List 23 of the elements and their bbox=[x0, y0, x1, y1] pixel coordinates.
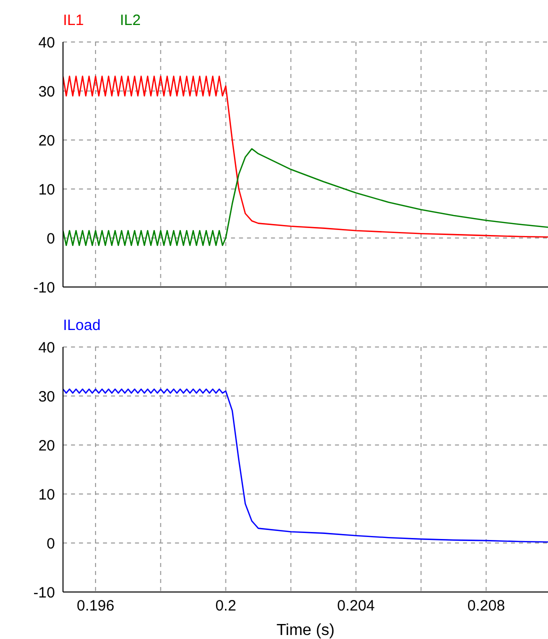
text: IL2 bbox=[120, 12, 141, 29]
y-tick-label: 20 bbox=[38, 132, 55, 150]
y-tick-label: 10 bbox=[38, 486, 55, 504]
y-tick-label: 10 bbox=[38, 181, 55, 198]
line-series bbox=[63, 388, 548, 543]
y-tick-label: -10 bbox=[33, 279, 55, 296]
y-tick-label: 0 bbox=[46, 535, 55, 552]
y-tick-label: -10 bbox=[33, 584, 55, 602]
y-tick-label: 30 bbox=[38, 388, 55, 406]
x-tick-label: 0.196 bbox=[76, 598, 114, 615]
y-tick-label: 20 bbox=[38, 437, 55, 454]
line-series bbox=[63, 148, 548, 246]
text: ILoad bbox=[63, 317, 101, 334]
x-axis-title: Time (s) bbox=[275, 622, 336, 639]
line-series bbox=[63, 76, 548, 238]
y-tick-label: 40 bbox=[38, 339, 55, 356]
text: IL1 bbox=[63, 12, 84, 29]
y-tick-label: 0 bbox=[46, 230, 55, 248]
x-tick-label: 0.2 bbox=[215, 598, 236, 615]
y-tick-label: 30 bbox=[38, 83, 55, 100]
x-tick-label: 0.204 bbox=[337, 598, 375, 615]
x-tick-label: 0.208 bbox=[467, 598, 505, 615]
y-tick-label: 40 bbox=[38, 34, 55, 52]
